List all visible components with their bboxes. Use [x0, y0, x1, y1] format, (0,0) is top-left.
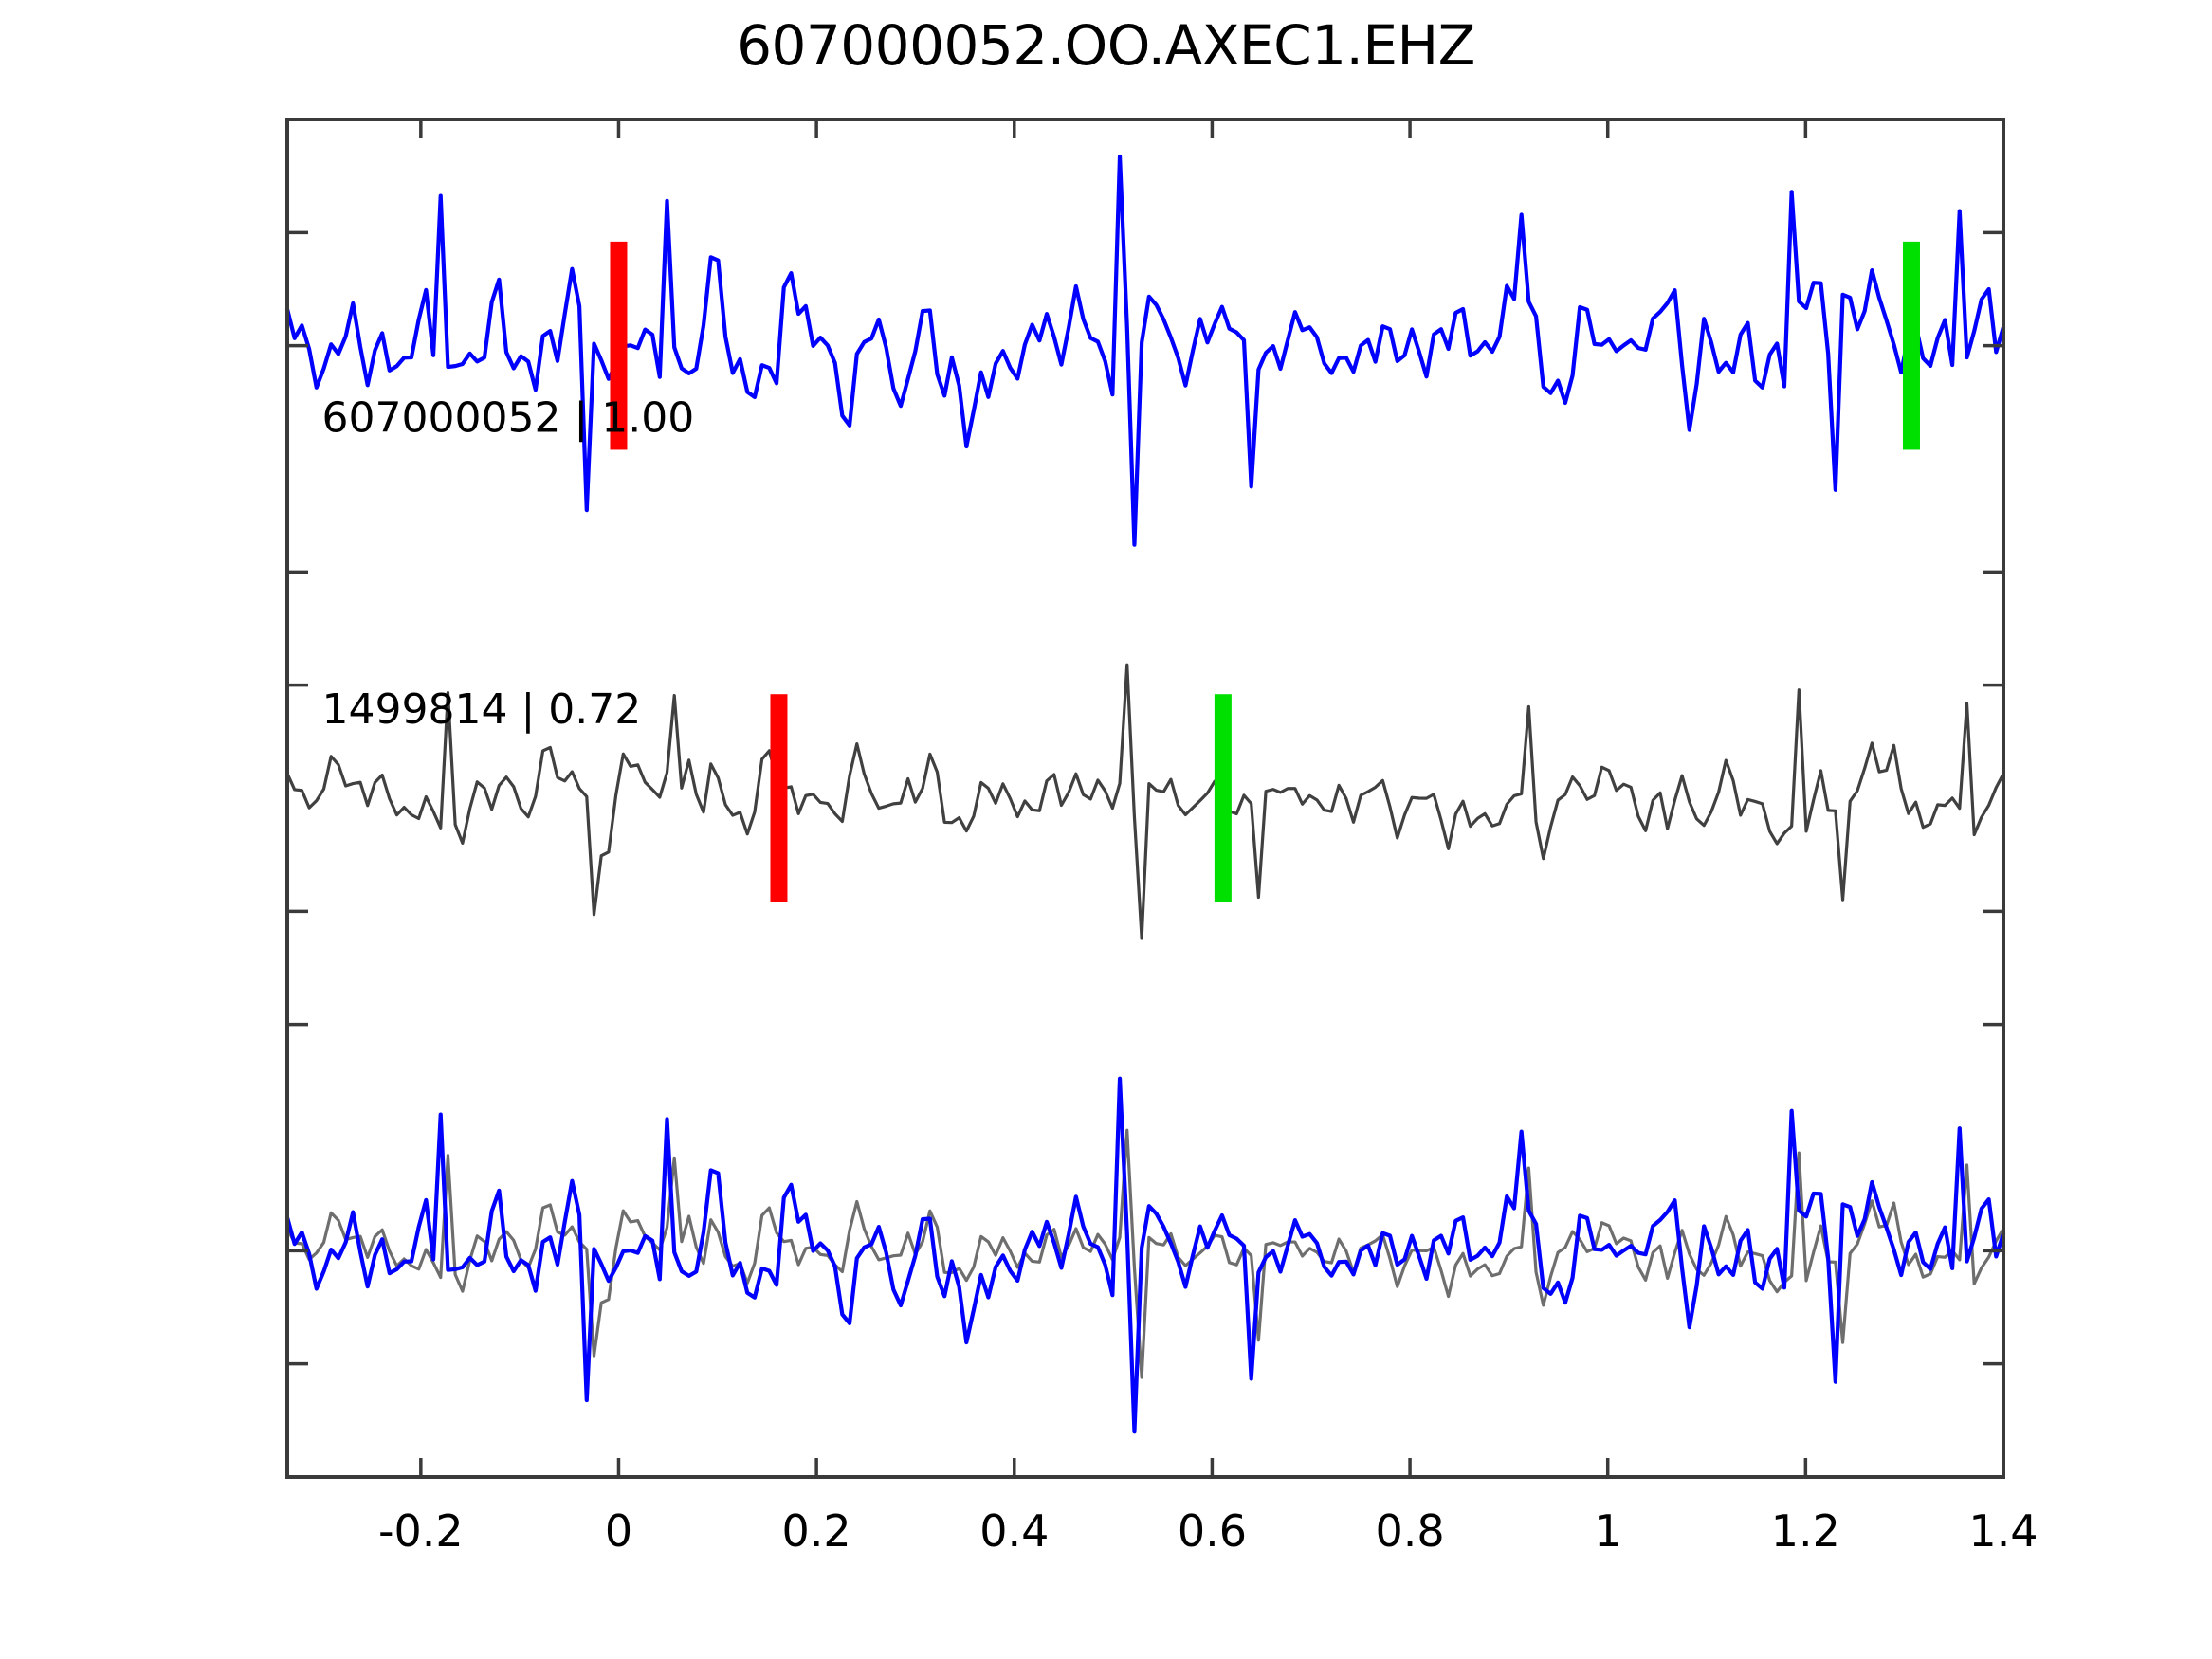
axes-frame: [285, 118, 2005, 1479]
waveform-traces-group: [284, 154, 2006, 1434]
detection-trace-label: 1499814 | 0.72: [322, 685, 642, 734]
page-title: 607000052.OO.AXEC1.EHZ: [737, 13, 1475, 78]
x-tick-label: 0.6: [1178, 1505, 1247, 1557]
trace-labels-group: 607000052 | 1.00 1499814 | 0.72: [322, 393, 695, 734]
x-tick-label: 1: [1594, 1505, 1621, 1557]
detection-trace-s-pick-marker: [1214, 694, 1232, 902]
template-trace-label: 607000052 | 1.00: [322, 393, 695, 442]
plot-border: [285, 118, 2005, 1479]
x-tick-label: 0: [605, 1505, 632, 1557]
template-trace-s-pick-marker: [1902, 241, 1920, 450]
y-axis-ticks: [287, 230, 2003, 1366]
detection-trace-p-pick-marker: [770, 694, 788, 902]
phase-pick-markers-group: [610, 241, 1920, 902]
template-trace-p-pick-marker: [610, 241, 628, 450]
x-tick-label: -0.2: [378, 1505, 464, 1557]
x-tick-label: 1.4: [1968, 1505, 2038, 1557]
x-tick-label: 0.4: [979, 1505, 1049, 1557]
x-tick-label: 0.8: [1375, 1505, 1444, 1557]
x-tick-label: 0.2: [782, 1505, 851, 1557]
x-axis-ticks: -0.2 0 0.2 0.4 0.6 0.8 1 1.2 1.4: [378, 119, 2038, 1557]
x-tick-label: 1.2: [1771, 1505, 1840, 1557]
